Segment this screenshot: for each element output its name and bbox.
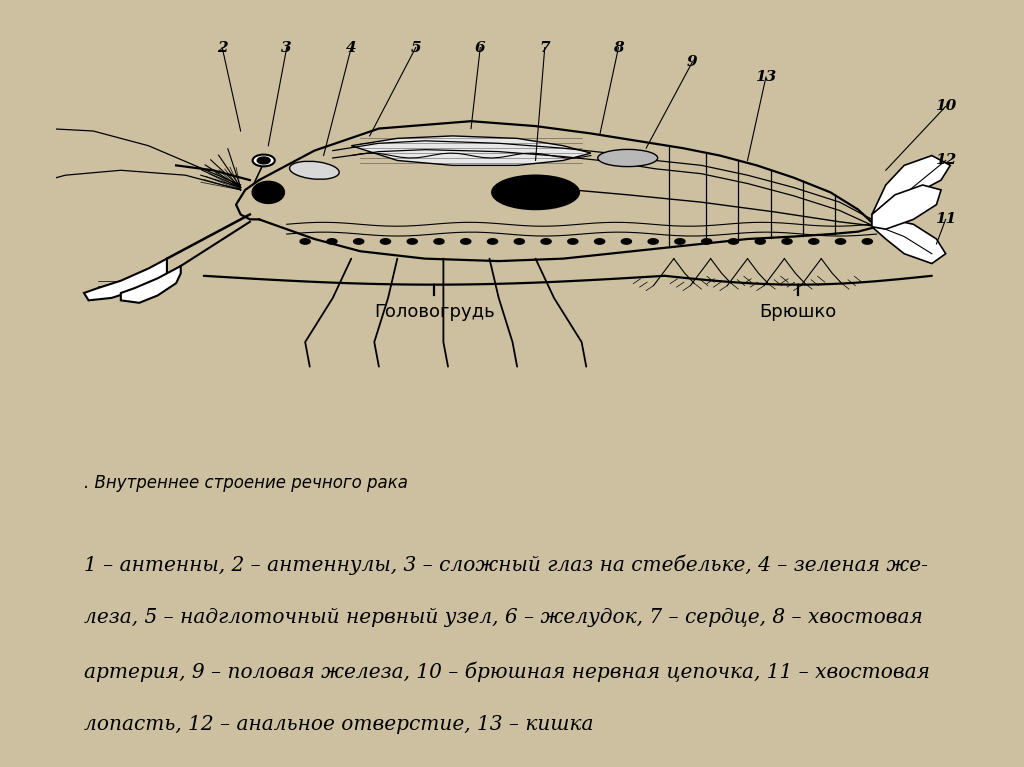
Text: 3: 3 [282,41,292,54]
Text: 4: 4 [346,41,356,54]
Circle shape [541,239,551,244]
Polygon shape [872,185,941,229]
Circle shape [353,239,364,244]
Text: 12: 12 [935,153,956,167]
Circle shape [253,155,274,166]
Circle shape [408,239,418,244]
Circle shape [257,157,270,164]
Text: артерия, 9 – половая железа, 10 – брюшная нервная цепочка, 11 – хвостовая: артерия, 9 – половая железа, 10 – брюшна… [84,661,930,682]
Circle shape [862,239,872,244]
Text: 7: 7 [540,41,550,54]
Circle shape [675,239,685,244]
Circle shape [836,239,846,244]
Text: . Внутреннее строение речного рака: . Внутреннее строение речного рака [84,474,408,492]
Text: 13: 13 [756,70,776,84]
Polygon shape [872,219,946,264]
Text: 6: 6 [475,41,485,54]
Polygon shape [872,156,950,215]
Text: 10: 10 [935,100,956,114]
Circle shape [380,239,390,244]
Circle shape [648,239,658,244]
Circle shape [567,239,578,244]
Ellipse shape [598,150,657,166]
Circle shape [434,239,444,244]
Circle shape [782,239,793,244]
Ellipse shape [492,175,580,209]
Circle shape [595,239,605,244]
Circle shape [809,239,819,244]
Text: 9: 9 [687,55,697,69]
Circle shape [487,239,498,244]
Text: леза, 5 – надглоточный нервный узел, 6 – желудок, 7 – сердце, 8 – хвостовая: леза, 5 – надглоточный нервный узел, 6 –… [84,607,923,627]
Text: 8: 8 [613,41,624,54]
Circle shape [728,239,738,244]
Text: 2: 2 [217,41,227,54]
Circle shape [701,239,712,244]
Ellipse shape [290,161,339,179]
Text: 11: 11 [935,212,956,226]
Text: 5: 5 [411,41,421,54]
Circle shape [300,239,310,244]
Circle shape [461,239,471,244]
Circle shape [514,239,524,244]
Circle shape [622,239,632,244]
Circle shape [327,239,337,244]
Polygon shape [84,258,167,301]
Ellipse shape [252,181,285,203]
Text: 1 – антенны, 2 – антеннулы, 3 – сложный глаз на стебельке, 4 – зеленая же-: 1 – антенны, 2 – антеннулы, 3 – сложный … [84,554,928,574]
Text: лопасть, 12 – анальное отверстие, 13 – кишка: лопасть, 12 – анальное отверстие, 13 – к… [84,715,594,734]
Text: Головогрудь: Головогрудь [374,303,495,321]
Text: Брюшко: Брюшко [760,303,837,321]
Circle shape [755,239,765,244]
Polygon shape [121,266,181,303]
Polygon shape [351,136,591,166]
